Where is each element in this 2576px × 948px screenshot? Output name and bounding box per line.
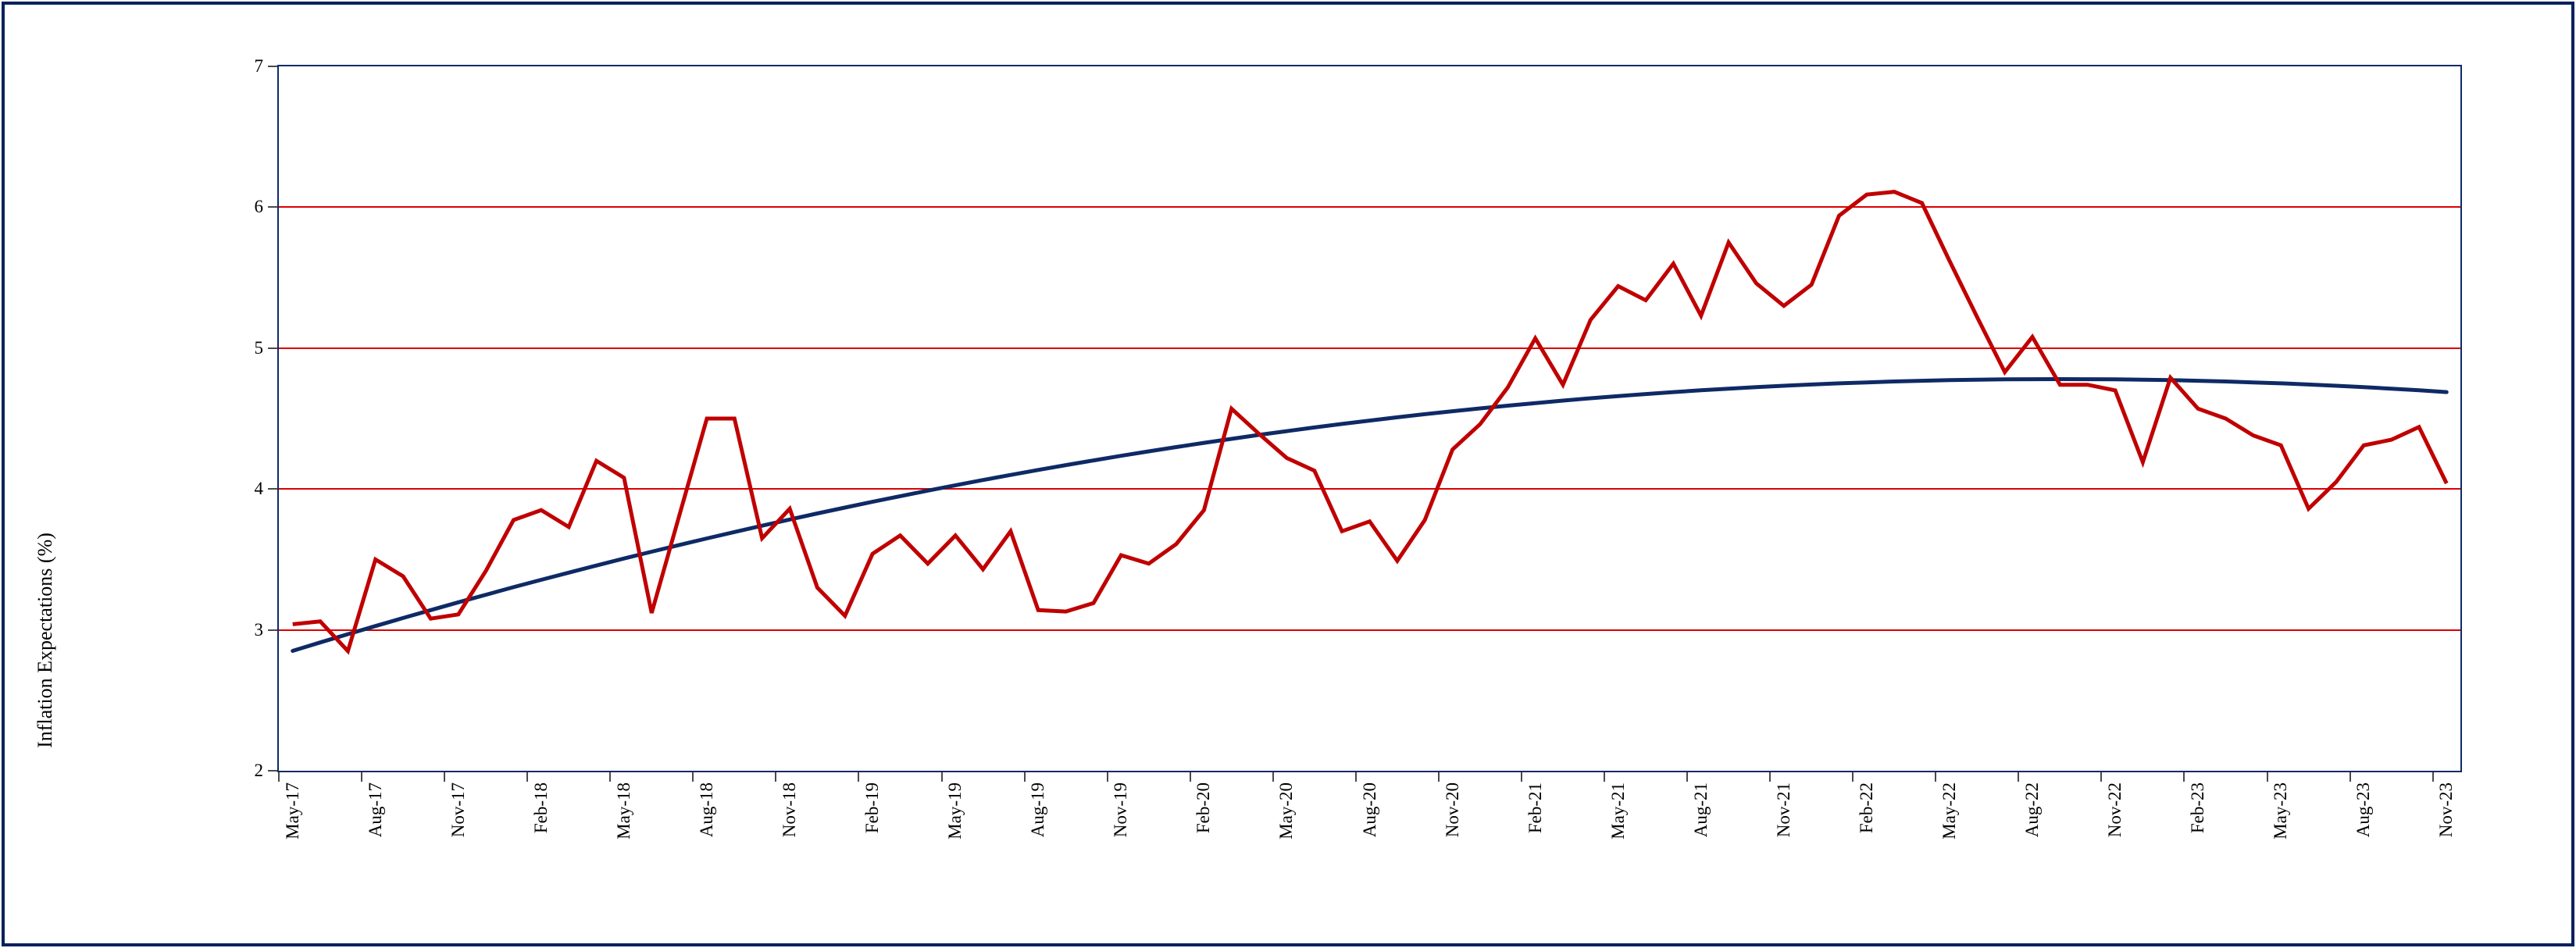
y-tick-label: 4	[254, 479, 264, 499]
x-tick	[1935, 772, 1937, 782]
trend-line	[291, 376, 2449, 653]
x-tick-label: May-21	[1607, 782, 1628, 839]
x-tick	[2349, 772, 2351, 782]
x-tick	[1604, 772, 1605, 782]
y-tick-label: 6	[254, 197, 264, 217]
x-tick-label: Feb-21	[1525, 782, 1545, 834]
x-tick	[1354, 772, 1357, 782]
x-tick-label: Aug-20	[1359, 782, 1379, 838]
x-tick-label: Aug-18	[696, 782, 716, 838]
x-tick	[2183, 772, 2185, 782]
x-tick	[692, 772, 694, 782]
x-tick	[1769, 772, 1771, 782]
x-tick-label: Nov-22	[2105, 782, 2125, 838]
x-tick	[858, 772, 860, 782]
x-tick-label: Feb-23	[2188, 782, 2208, 834]
x-tick	[1437, 772, 1440, 782]
x-tick	[1686, 772, 1689, 782]
x-tick-label: Nov-20	[1442, 782, 1462, 838]
x-tick-label: Feb-19	[862, 782, 883, 834]
x-tick-label: Aug-22	[2022, 782, 2042, 838]
x-tick-label: May-18	[613, 782, 633, 839]
gridline-6	[279, 206, 2460, 208]
x-tick-label: Aug-21	[1690, 782, 1711, 838]
x-tick	[361, 772, 363, 782]
gridline-3	[279, 629, 2460, 631]
y-tick	[268, 347, 277, 349]
x-tick	[1520, 772, 1522, 782]
x-tick	[609, 772, 612, 782]
x-tick	[940, 772, 943, 782]
y-tick	[268, 629, 277, 631]
x-tick	[2100, 772, 2103, 782]
y-tick-label: 7	[254, 56, 264, 76]
x-tick-label: Nov-17	[448, 782, 468, 838]
series-svg	[291, 190, 2449, 655]
x-tick-label: Feb-22	[1856, 782, 1876, 834]
y-tick	[268, 770, 277, 772]
x-tick	[278, 772, 280, 782]
gridline-4	[279, 488, 2460, 490]
y-tick	[268, 488, 277, 490]
plot-area	[277, 65, 2462, 772]
x-tick	[2018, 772, 2020, 782]
x-tick-label: Nov-21	[1773, 782, 1793, 838]
x-tick	[1272, 772, 1274, 782]
x-tick-label: Aug-17	[365, 782, 385, 838]
x-tick-label: Nov-18	[780, 782, 800, 838]
x-tick	[1023, 772, 1026, 782]
x-tick	[1189, 772, 1191, 782]
x-tick-label: May-17	[282, 782, 302, 839]
x-tick	[775, 772, 777, 782]
x-tick-label: Aug-19	[1028, 782, 1048, 838]
y-tick	[268, 66, 277, 67]
x-tick	[1852, 772, 1854, 782]
x-tick-label: Nov-23	[2436, 782, 2456, 838]
y-tick-label: 2	[254, 761, 264, 780]
x-tick-label: May-22	[1939, 782, 1959, 839]
y-tick-label: 5	[254, 337, 264, 358]
y-tick	[268, 206, 277, 208]
x-tick-label: Aug-23	[2353, 782, 2374, 838]
series-line	[292, 190, 2449, 655]
x-tick-label: Nov-19	[1111, 782, 1131, 838]
x-tick-label: Feb-18	[530, 782, 551, 834]
x-tick	[444, 772, 446, 782]
x-tick-label: May-23	[2271, 782, 2291, 839]
y-tick-label: 3	[254, 619, 264, 640]
x-tick-label: May-20	[1276, 782, 1297, 839]
x-tick	[526, 772, 529, 782]
y-axis-title: Inflation Expectations (%)	[34, 533, 56, 748]
x-tick	[1106, 772, 1108, 782]
gridline-5	[279, 347, 2460, 349]
x-tick	[2432, 772, 2434, 782]
x-tick-label: May-19	[945, 782, 965, 839]
x-tick	[2266, 772, 2268, 782]
x-tick-label: Feb-20	[1193, 782, 1214, 834]
